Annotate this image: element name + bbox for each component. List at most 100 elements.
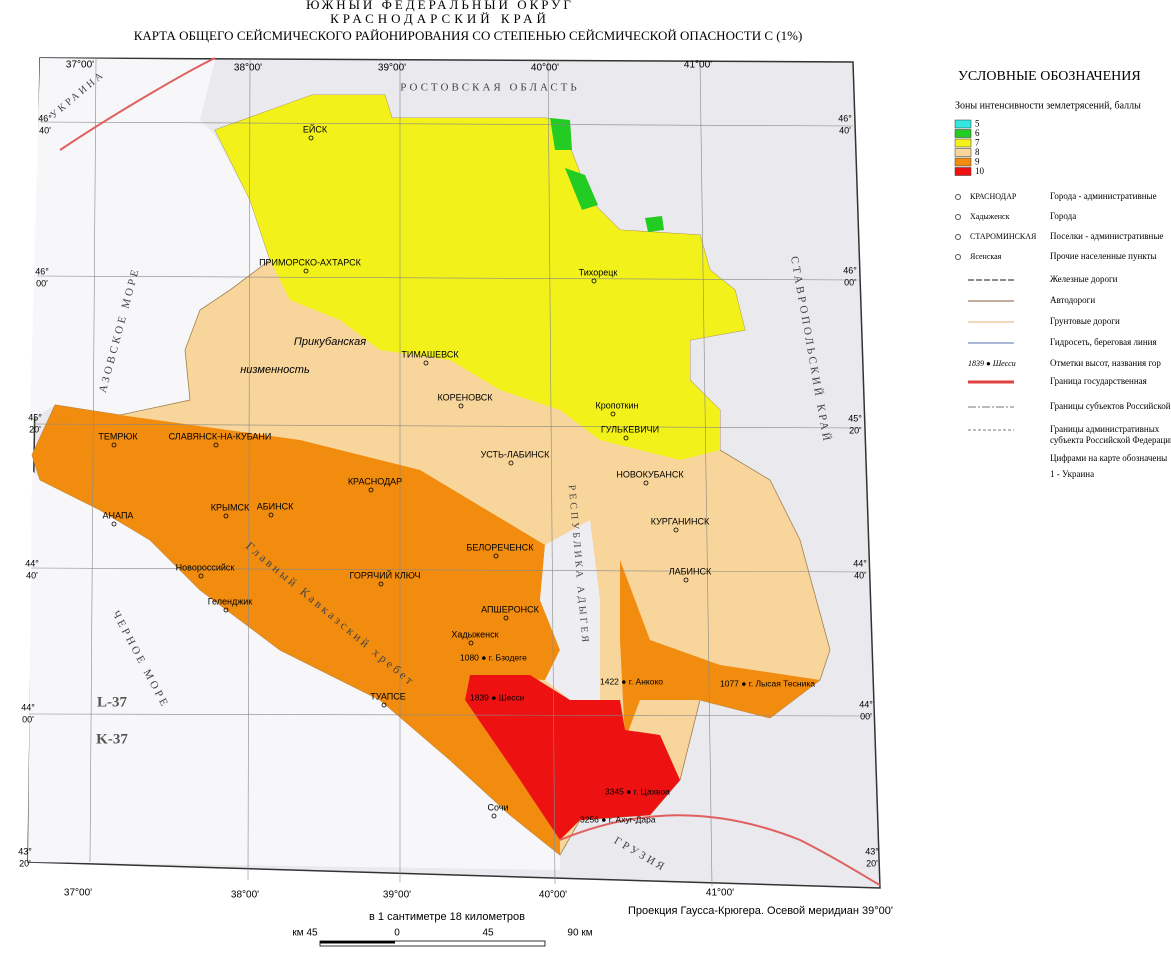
lat-deg: 44°: [21, 702, 35, 712]
admin-label: субъекта Российской Федерации: [1050, 435, 1171, 445]
peak-label: 1422 ● г. Анкоко: [600, 676, 663, 686]
city-label: АБИНСК: [257, 501, 294, 511]
mountain-gap: [540, 520, 600, 700]
lon-label: 37°00': [64, 888, 92, 899]
lon-label: 38°00': [231, 890, 259, 901]
city-label: Новороссийск: [176, 562, 235, 572]
zone-label: 6: [975, 128, 980, 138]
zone-swatch: [954, 129, 972, 138]
scale-label: 90 км: [567, 928, 592, 939]
lat-deg: 44°: [859, 699, 873, 709]
zone-swatch: [954, 138, 972, 148]
lat-deg: 46°: [35, 266, 49, 276]
settlement-sample: КРАСНОДАР: [970, 192, 1017, 201]
scale-label: 0: [394, 928, 400, 939]
admin-label: Границы административных: [1050, 424, 1160, 434]
city-dot: [623, 435, 629, 441]
city-dot: [198, 573, 204, 579]
zones: [31, 94, 831, 856]
city-label: АНАПА: [103, 510, 134, 520]
lat-min: 40': [39, 125, 51, 135]
city-label: Сочи: [487, 802, 508, 812]
settlement-sample: Хадыженск: [970, 212, 1010, 221]
azov-sea: [30, 58, 270, 420]
city-dot: [213, 442, 219, 448]
heights-sample: 1839 ● Шесси: [968, 359, 1016, 368]
lat-min: 20': [849, 425, 861, 435]
peak-label: 1080 ● г. Бзодеге: [460, 652, 527, 662]
header-line1: ЮЖНЫЙ ФЕДЕРАЛЬНЫЙ ОКРУГ: [306, 0, 574, 12]
city-dot: [423, 360, 429, 366]
city-label: КРЫМСК: [211, 502, 250, 512]
lon-label: 39°00': [383, 890, 411, 901]
city-dot: [643, 480, 649, 486]
settlement-sample: СТАРОМИНСКАЯ: [970, 232, 1037, 241]
peak-label: 3256 ● г. Ахуг-Дара: [580, 814, 656, 824]
line-label: Грунтовые дороги: [1050, 316, 1120, 326]
city-label: ГОРЯЧИЙ КЛЮЧ: [349, 569, 420, 580]
zone-label: 5: [975, 119, 980, 129]
city-dot: [610, 411, 616, 417]
lat-min: 20': [19, 858, 31, 868]
city-label: НОВОКУБАНСК: [616, 469, 684, 479]
lat-min: 20': [29, 424, 41, 434]
city-label: Тихорецк: [579, 267, 618, 277]
settlement-label: Города - административные: [1050, 191, 1157, 201]
zone-swatch: [954, 167, 972, 176]
city-dot: [223, 607, 229, 613]
city-dot: [491, 813, 497, 819]
settlement-symbol: [955, 194, 961, 200]
line-label: Гидросеть, береговая линия: [1050, 337, 1157, 347]
lon-label: 37°00': [66, 60, 94, 71]
city-dot: [378, 581, 384, 587]
border-label: Границы субъектов Российской: [1050, 401, 1171, 411]
city-dot: [591, 278, 597, 284]
lon-label: 39°00': [378, 63, 406, 74]
city-label: ТЕМРЮК: [98, 431, 138, 441]
scale-label: 45: [482, 928, 494, 939]
lat-min: 20': [866, 858, 878, 868]
city-label: ЛАБИНСК: [669, 566, 712, 576]
scale-caption: в 1 сантиметре 18 километров: [369, 911, 525, 923]
scale-fill: [320, 941, 395, 944]
header-line3: КАРТА ОБЩЕГО СЕЙСМИЧЕСКОГО РАЙОНИРОВАНИЯ…: [134, 28, 803, 43]
scale-bar: в 1 сантиметре 18 километров Проекция Га…: [319, 905, 893, 947]
zone-label: 10: [975, 166, 985, 176]
city-dot: [223, 513, 229, 519]
city-label: КУРГАНИНСК: [651, 516, 710, 526]
peak-label: 1077 ● г. Лысая Тесника: [720, 678, 815, 688]
city-dot: [683, 577, 689, 583]
lat-min: 40': [839, 125, 851, 135]
lat-min: 40': [854, 570, 866, 580]
city-label: КОРЕНОВСК: [437, 392, 493, 402]
lat-deg: 45°: [848, 413, 862, 423]
lowland: низменность: [240, 364, 310, 376]
lat-deg: 46°: [38, 113, 52, 123]
lat-min: 00': [860, 711, 872, 721]
state-border-south: [559, 814, 881, 886]
lat-deg: 45°: [28, 412, 42, 422]
settlement-symbol: [955, 234, 961, 240]
line-label: Железные дороги: [1050, 274, 1118, 284]
lat-min: 00': [22, 714, 34, 724]
border-label: Граница государственная: [1050, 376, 1147, 386]
city-dot: [268, 512, 274, 518]
city-label: ГУЛЬКЕВИЧИ: [601, 424, 659, 434]
city-dot: [368, 487, 374, 493]
zone-label: 9: [975, 157, 980, 167]
lat-deg: 46°: [838, 113, 852, 123]
note-label: 1 - Украина: [1050, 469, 1094, 479]
city-label: БЕЛОРЕЧЕНСК: [466, 542, 534, 552]
settlement-symbol: [955, 254, 961, 260]
sheet-label: K-37: [96, 731, 128, 747]
sheet-label: L-37: [97, 694, 128, 710]
city-label: УСТЬ-ЛАБИНСК: [481, 449, 551, 459]
black-sea: [28, 470, 560, 870]
lat-deg: 43°: [18, 846, 32, 856]
lon-label: 41°00': [706, 888, 734, 899]
graticule: [28, 57, 873, 887]
settlement-symbol: [955, 214, 961, 220]
legend: УСЛОВНЫЕ ОБОЗНАЧЕНИЯ Зоны интенсивности …: [954, 69, 1171, 479]
city-dot: [503, 615, 509, 621]
